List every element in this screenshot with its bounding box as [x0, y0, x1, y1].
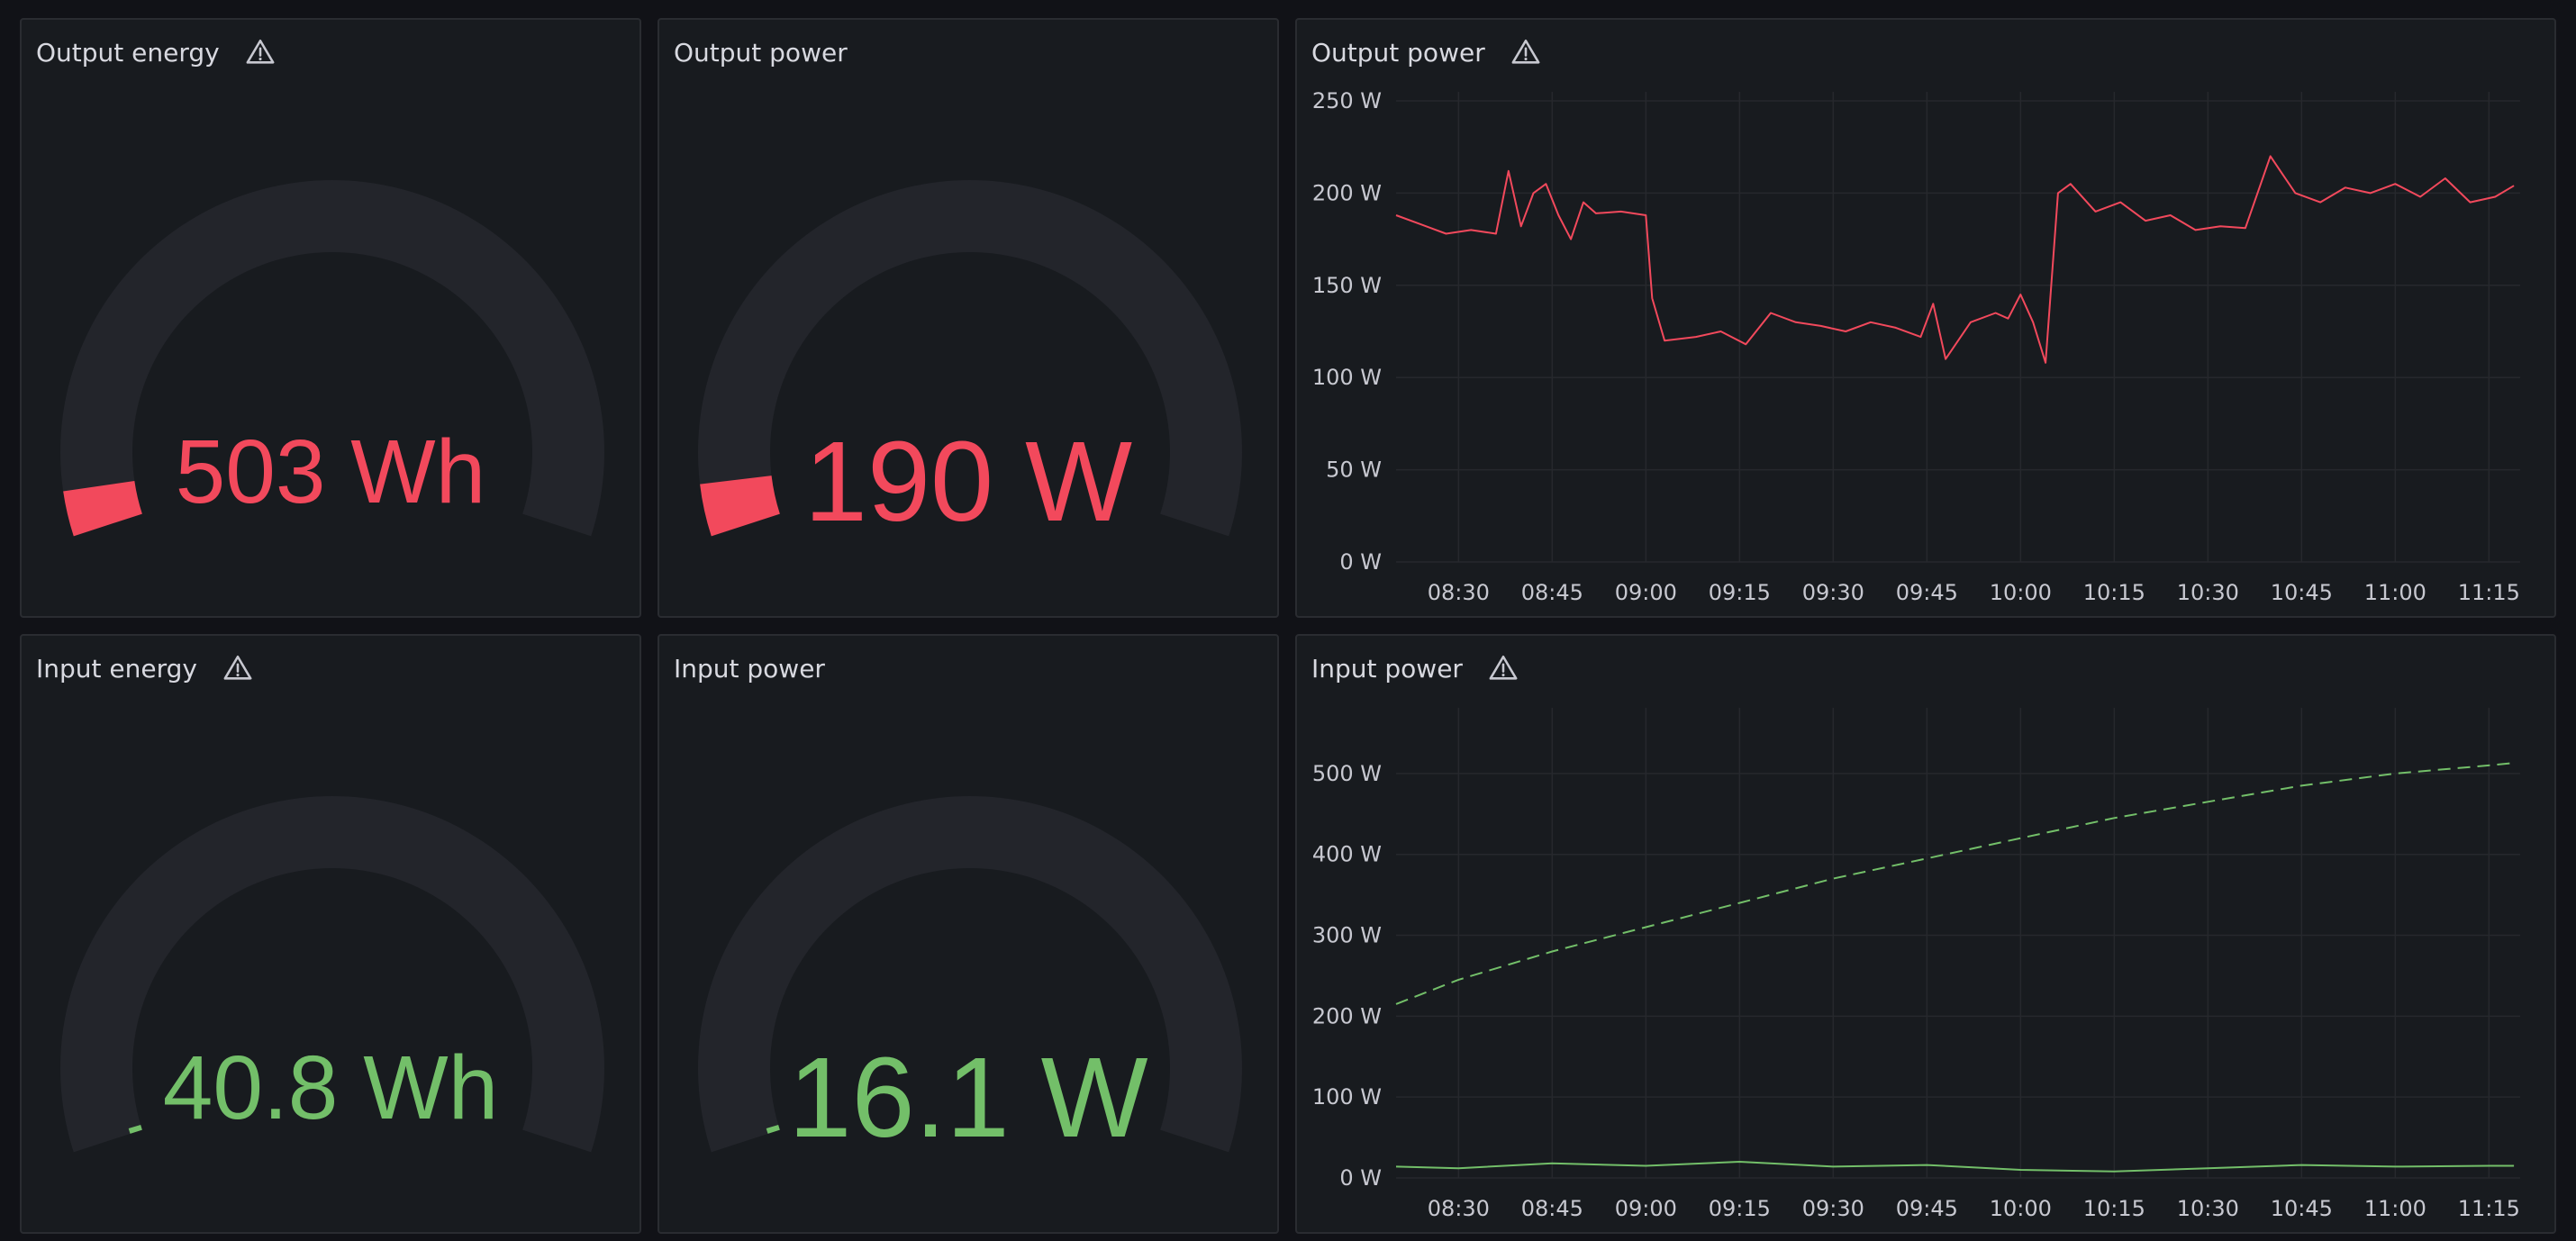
gauge-fill [63, 480, 142, 537]
x-tick-label: 09:15 [1709, 1196, 1771, 1221]
x-tick-label: 09:00 [1615, 1196, 1677, 1221]
input-power-value: 16.1 W [788, 1034, 1148, 1161]
x-tick-label: 08:45 [1521, 580, 1583, 605]
input-power-gauge [698, 795, 1242, 1153]
output-energy-gauge [59, 179, 604, 537]
gauge-track [698, 795, 1242, 1153]
input-power-chart-panel: Input power 0 W 100 W 200 W 300 W 400 W 500 W… [1295, 634, 2556, 1234]
x-tick-label: 11:00 [2364, 580, 2426, 605]
panel-title: Output power [1311, 37, 1485, 68]
output-power-value: 190 W [803, 418, 1133, 545]
y-tick-label: 50 W [1326, 457, 1382, 483]
input-energy-value: 40.8 Wh [162, 1037, 499, 1138]
y-tick-label: 0 W [1339, 1165, 1382, 1191]
x-tick-label: 08:30 [1428, 580, 1490, 605]
x-tick-label: 10:15 [2083, 1196, 2145, 1221]
y-tick-label: 200 W [1312, 180, 1382, 205]
output-power-gauge [698, 179, 1242, 537]
x-tick-label: 09:15 [1709, 580, 1771, 605]
x-tick-label: 10:30 [2177, 580, 2239, 605]
input-energy-panel: Input energy 40.8 Wh [20, 634, 641, 1234]
x-tick-label: 10:30 [2177, 1196, 2239, 1221]
panel-title: Input power [674, 653, 825, 684]
input-power-gauge-panel: Input power 16.1 W [658, 634, 1279, 1234]
x-tick-label: 09:00 [1615, 580, 1677, 605]
input-power-chart[interactable]: 0 W 100 W 200 W 300 W 400 W 500 W 08:30 08:45 09… [1297, 636, 2556, 1234]
panel-header[interactable]: Input power [1311, 650, 1519, 686]
x-tick-label: 11:00 [2364, 1196, 2426, 1221]
y-tick-label: 100 W [1312, 365, 1382, 390]
input-energy-gauge [59, 795, 604, 1153]
output-power-chart[interactable]: 0 W 50 W 100 W 150 W 200 W 250 W 08:30 08:45 09:… [1297, 20, 2556, 618]
panel-header[interactable]: Input power [674, 650, 825, 686]
x-tick-label: 08:45 [1521, 1196, 1583, 1221]
x-tick-label: 10:00 [1990, 580, 2052, 605]
y-tick-label: 300 W [1312, 923, 1382, 948]
x-tick-label: 09:30 [1802, 580, 1864, 605]
x-tick-label: 11:15 [2458, 1196, 2520, 1221]
x-tick-label: 10:45 [2271, 1196, 2333, 1221]
panel-title: Input energy [36, 653, 197, 684]
x-tick-label: 10:15 [2083, 580, 2145, 605]
y-tick-label: 500 W [1312, 761, 1382, 786]
panel-header[interactable]: Output energy [36, 34, 276, 70]
x-tick-label: 09:30 [1802, 1196, 1864, 1221]
y-tick-label: 400 W [1312, 842, 1382, 867]
x-tick-label: 10:00 [1990, 1196, 2052, 1221]
x-tick-label: 11:15 [2458, 580, 2520, 605]
x-tick-label: 10:45 [2271, 580, 2333, 605]
panel-header[interactable]: Output power [674, 34, 848, 70]
gauge-fill [128, 1125, 142, 1134]
output-energy-value: 503 Wh [175, 421, 486, 522]
warning-triangle-icon[interactable] [222, 653, 253, 684]
y-tick-label: 0 W [1339, 549, 1382, 575]
gauge-fill [700, 476, 780, 537]
x-tick-label: 09:45 [1896, 1196, 1958, 1221]
output-power-chart-panel: Output power 0 W 50 W 100 W 150 W 200 W 250 W… [1295, 18, 2556, 618]
panel-title: Output power [674, 37, 848, 68]
gauge-track [698, 179, 1242, 537]
panel-header[interactable]: Output power [1311, 34, 1541, 70]
gauge-track [59, 179, 604, 537]
gauge-fill [766, 1125, 780, 1134]
y-tick-label: 150 W [1312, 273, 1382, 298]
panel-title: Input power [1311, 653, 1463, 684]
x-tick-label: 09:45 [1896, 580, 1958, 605]
panel-header[interactable]: Input energy [36, 650, 253, 686]
series-line [1395, 1161, 2515, 1173]
y-tick-label: 200 W [1312, 1003, 1382, 1028]
warning-triangle-icon[interactable] [1510, 37, 1541, 68]
series-line [1395, 155, 2515, 364]
x-tick-label: 08:30 [1428, 1196, 1490, 1221]
panel-title: Output energy [36, 37, 220, 68]
output-power-gauge-panel: Output power 190 W [658, 18, 1279, 618]
output-energy-panel: Output energy 503 Wh [20, 18, 641, 618]
y-tick-label: 100 W [1312, 1084, 1382, 1110]
series-line [1395, 762, 2515, 1005]
warning-triangle-icon[interactable] [1488, 653, 1519, 684]
gauge-track [59, 795, 604, 1153]
y-tick-label: 250 W [1312, 88, 1382, 113]
warning-triangle-icon[interactable] [245, 37, 276, 68]
